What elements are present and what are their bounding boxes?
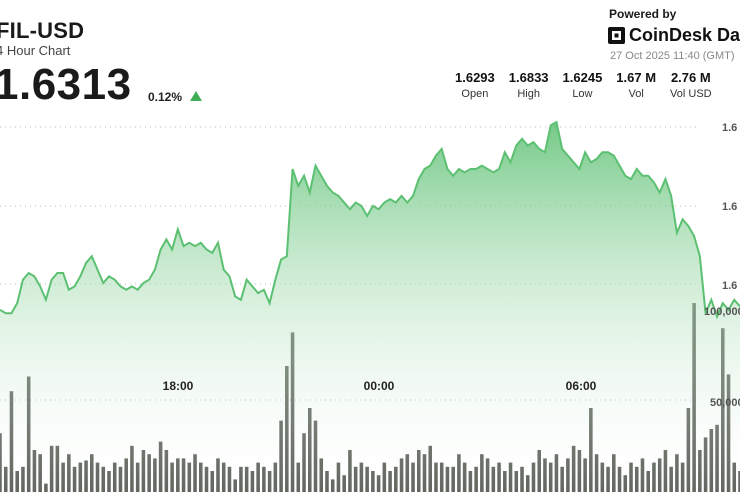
stat-vol: 1.67 M Vol (616, 70, 656, 100)
stats-row: 1.6293 Open 1.6833 High 1.6245 Low 1.67 … (455, 70, 726, 100)
current-price: 1.6313 (0, 60, 132, 109)
stat-label: Vol (628, 88, 644, 100)
price-change-percent: 0.12% (148, 90, 183, 104)
up-arrow-icon (190, 91, 202, 101)
stat-value: 2.76 M (670, 70, 711, 85)
y-tick-label: 1.6 (722, 201, 737, 213)
x-tick-label: 06:00 (566, 379, 597, 393)
stat-value: 1.6293 (455, 70, 495, 85)
stat-value: 1.67 M (616, 70, 657, 85)
stat-high: 1.6833 High (509, 70, 549, 100)
powered-by-label: Powered by (609, 7, 677, 21)
coindesk-mark-icon (608, 27, 625, 44)
chart-subtitle: 4 Hour Chart (0, 43, 71, 58)
stat-open: 1.6293 Open (455, 70, 495, 100)
volume-axis-labels: 100,000 50,000 (704, 306, 740, 409)
stat-value: 1.6833 (508, 70, 549, 85)
stat-label: Open (461, 88, 489, 100)
stat-value: 1.6245 (562, 70, 603, 85)
volume-tick-label: 50,000 (710, 397, 740, 409)
stat-label: Vol USD (670, 88, 712, 100)
coindesk-logo[interactable]: CoinDesk Data (608, 25, 740, 46)
y-tick-label: 1.6 (722, 122, 737, 134)
stat-label: Low (572, 88, 593, 100)
stat-vol-usd: 2.76 M Vol USD (670, 70, 712, 100)
price-area (0, 122, 740, 492)
stat-low: 1.6245 Low (563, 70, 603, 100)
stat-label: High (517, 88, 540, 100)
y-axis-labels: 1.6 1.6 1.6 (722, 122, 737, 292)
logo-text: CoinDesk Data (629, 25, 740, 45)
price-line (0, 120, 740, 320)
timestamp: 27 Oct 2025 11:40 (GMT) (610, 50, 735, 62)
volume-tick-label: 100,000 (704, 306, 740, 318)
y-tick-label: 1.6 (722, 280, 737, 292)
x-axis-labels: 18:00 00:00 06:00 (163, 379, 597, 393)
x-tick-label: 00:00 (364, 379, 395, 393)
chart-title: FIL-USD (0, 18, 85, 43)
x-tick-label: 18:00 (163, 379, 194, 393)
